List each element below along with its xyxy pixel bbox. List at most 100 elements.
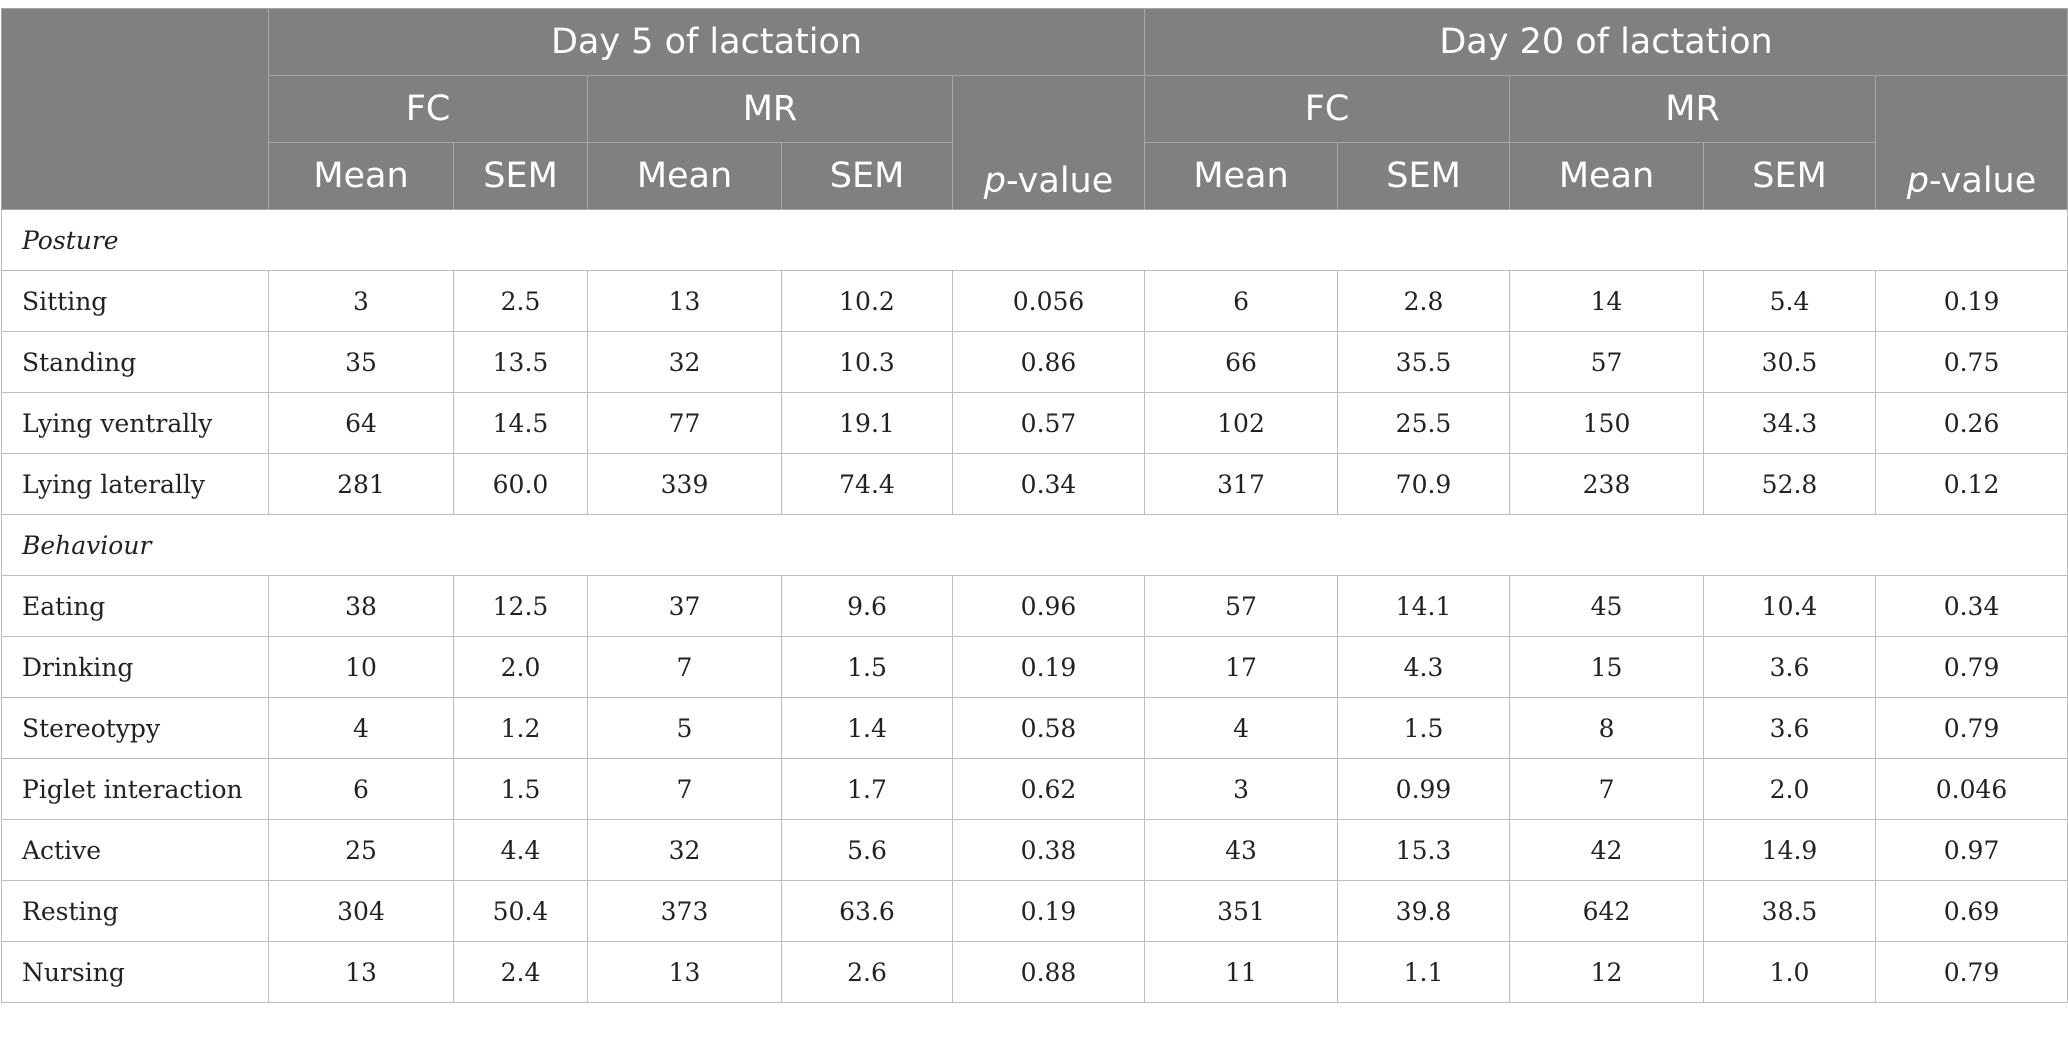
day5-group-header: Day 5 of lactation [267, 8, 1146, 76]
value-cell: 0.96 [951, 575, 1146, 637]
value-cell: 30.5 [1703, 331, 1877, 393]
value-cell: 5.4 [1703, 270, 1877, 332]
value-cell: 25 [268, 819, 454, 881]
value-cell: 4 [1144, 697, 1339, 759]
value-cell: 238 [1509, 453, 1705, 515]
results-table: Day 5 of lactation Day 20 of lactation F… [0, 8, 2068, 1003]
value-cell: 6 [1144, 270, 1339, 332]
value-cell: 13 [268, 941, 454, 1003]
value-cell: 0.19 [1875, 270, 2068, 332]
value-cell: 351 [1144, 880, 1339, 942]
value-cell: 1.5 [1337, 697, 1511, 759]
value-cell: 281 [268, 453, 454, 515]
value-cell: 373 [587, 880, 782, 942]
value-cell: 1.5 [781, 636, 953, 698]
value-cell: 0.19 [951, 636, 1146, 698]
value-cell: 52.8 [1703, 453, 1877, 515]
value-cell: 66 [1144, 331, 1339, 393]
value-cell: 10.3 [781, 331, 953, 393]
value-cell: 14.5 [453, 392, 588, 454]
table-row: Lying ventrally 64 14.5 77 19.1 0.57 102 25.5 15… [1, 392, 2068, 454]
table-row: Active 25 4.4 32 5.6 0.38 43 15.3 42 14.9 0.97 [1, 819, 2068, 881]
value-cell: 1.7 [781, 758, 953, 820]
value-cell: 4.3 [1337, 636, 1511, 698]
value-cell: 13 [587, 941, 782, 1003]
value-cell: 0.75 [1875, 331, 2068, 393]
value-cell: 34.3 [1703, 392, 1877, 454]
value-cell: 0.34 [1875, 575, 2068, 637]
table-row: Eating 38 12.5 37 9.6 0.96 57 14.1 45 10.4 0.34 [1, 575, 2068, 637]
value-cell: 35 [268, 331, 454, 393]
value-cell: 10.4 [1703, 575, 1877, 637]
value-cell: 0.86 [951, 331, 1146, 393]
value-cell: 1.1 [1337, 941, 1511, 1003]
value-cell: 13.5 [453, 331, 588, 393]
value-cell: 7 [587, 758, 782, 820]
value-cell: 304 [268, 880, 454, 942]
day5-mr-mean-header: Mean [587, 142, 782, 210]
day20-fc-sem-header: SEM [1337, 142, 1511, 210]
value-cell: 317 [1144, 453, 1339, 515]
value-cell: 8 [1509, 697, 1705, 759]
table-row: Piglet interaction 6 1.5 7 1.7 0.62 3 0.99 7 2.0 0… [1, 758, 2068, 820]
row-label: Lying ventrally [1, 392, 269, 454]
value-cell: 15.3 [1337, 819, 1511, 881]
section-row: Posture [0, 209, 2068, 271]
p-letter: p [983, 161, 1006, 201]
table-row: Resting 304 50.4 373 63.6 0.19 351 39.8 642 38.5 0… [1, 880, 2068, 942]
table-row: Sitting 3 2.5 13 10.2 0.056 6 2.8 14 5.4 0.19 [1, 270, 2068, 332]
value-cell: 3.6 [1703, 697, 1877, 759]
row-label: Lying laterally [1, 453, 269, 515]
value-cell: 0.12 [1875, 453, 2068, 515]
value-cell: 2.4 [453, 941, 588, 1003]
value-cell: 0.88 [951, 941, 1146, 1003]
day20-fc-mean-header: Mean [1144, 142, 1339, 210]
value-cell: 11 [1144, 941, 1339, 1003]
value-cell: 339 [587, 453, 782, 515]
value-cell: 12.5 [453, 575, 588, 637]
section-row: Behaviour [0, 514, 2068, 576]
value-cell: 1.5 [453, 758, 588, 820]
value-cell: 642 [1509, 880, 1705, 942]
value-cell: 0.58 [951, 697, 1146, 759]
value-cell: 25.5 [1337, 392, 1511, 454]
value-cell: 0.19 [951, 880, 1146, 942]
value-cell: 10 [268, 636, 454, 698]
row-label: Standing [1, 331, 269, 393]
row-label: Eating [1, 575, 269, 637]
value-cell: 60.0 [453, 453, 588, 515]
day20-group-header: Day 20 of lactation [1144, 8, 2068, 76]
p-letter: p [1906, 161, 1929, 201]
table-row: Lying laterally 281 60.0 339 74.4 0.34 317 70.9… [1, 453, 2068, 515]
day20-mr-sem-header: SEM [1703, 142, 1877, 210]
value-cell: 0.046 [1875, 758, 2068, 820]
value-cell: 4 [268, 697, 454, 759]
value-cell: 150 [1509, 392, 1705, 454]
value-cell: 0.97 [1875, 819, 2068, 881]
value-cell: 35.5 [1337, 331, 1511, 393]
row-label: Sitting [1, 270, 269, 332]
value-cell: 15 [1509, 636, 1705, 698]
value-cell: 5.6 [781, 819, 953, 881]
value-cell: 2.5 [453, 270, 588, 332]
value-cell: 0.69 [1875, 880, 2068, 942]
value-cell: 2.6 [781, 941, 953, 1003]
value-cell: 63.6 [781, 880, 953, 942]
value-cell: 14.9 [1703, 819, 1877, 881]
section-title: Posture [0, 209, 2068, 271]
value-cell: 0.34 [951, 453, 1146, 515]
value-cell: 2.8 [1337, 270, 1511, 332]
table-row: Standing 35 13.5 32 10.3 0.86 66 35.5 57 30.5 0.75 [1, 331, 2068, 393]
value-cell: 19.1 [781, 392, 953, 454]
value-cell: 1.2 [453, 697, 588, 759]
value-cell: 32 [587, 331, 782, 393]
value-cell: 14 [1509, 270, 1705, 332]
value-cell: 3.6 [1703, 636, 1877, 698]
value-cell: 32 [587, 819, 782, 881]
table-header: Day 5 of lactation Day 20 of lactation F… [1, 8, 2068, 210]
day5-fc-sem-header: SEM [453, 142, 588, 210]
value-cell: 0.056 [951, 270, 1146, 332]
day20-mr-header: MR [1509, 75, 1877, 143]
value-cell: 3 [1144, 758, 1339, 820]
value-cell: 64 [268, 392, 454, 454]
